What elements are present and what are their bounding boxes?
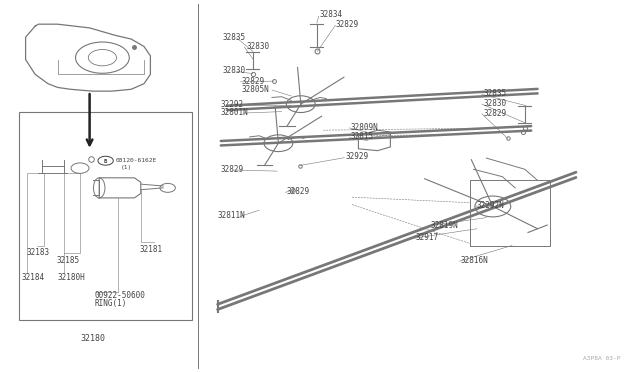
Text: 32181: 32181 (140, 245, 163, 254)
Text: 32811N: 32811N (218, 211, 245, 220)
Text: A3P8A 03-P: A3P8A 03-P (583, 356, 621, 361)
Bar (19, 112, 192, 320)
Text: 32829: 32829 (221, 165, 244, 174)
Text: 32829: 32829 (242, 77, 265, 86)
Text: 32830: 32830 (246, 42, 269, 51)
Text: 32816N: 32816N (461, 256, 488, 265)
Text: 32819N: 32819N (430, 221, 458, 230)
Text: 32829: 32829 (336, 20, 359, 29)
Text: 32835: 32835 (223, 33, 246, 42)
Text: 08120-6162E: 08120-6162E (116, 158, 157, 163)
Text: (1): (1) (120, 165, 132, 170)
Text: 32809N: 32809N (351, 123, 378, 132)
Text: 32829: 32829 (483, 109, 506, 118)
Text: 32815: 32815 (351, 132, 374, 141)
Text: 32801N: 32801N (221, 108, 248, 117)
Text: 32917: 32917 (416, 233, 439, 242)
Text: 32929: 32929 (346, 153, 369, 161)
Text: RING(1): RING(1) (95, 299, 127, 308)
Text: 32830: 32830 (483, 99, 506, 108)
Text: 32185: 32185 (56, 256, 79, 265)
Text: 00922-50600: 00922-50600 (95, 291, 145, 300)
Text: 32292: 32292 (221, 100, 244, 109)
Text: 32834: 32834 (320, 10, 343, 19)
Text: 32835: 32835 (483, 89, 506, 98)
Text: 32184: 32184 (21, 273, 44, 282)
Text: 32180: 32180 (80, 334, 106, 343)
Text: 32180H: 32180H (58, 273, 85, 282)
Text: 32805N: 32805N (242, 85, 269, 94)
Text: 32183: 32183 (27, 248, 50, 257)
Text: 32292N: 32292N (477, 201, 504, 210)
Text: B: B (104, 158, 108, 164)
Text: 32830: 32830 (223, 66, 246, 75)
Text: 32829: 32829 (287, 187, 310, 196)
